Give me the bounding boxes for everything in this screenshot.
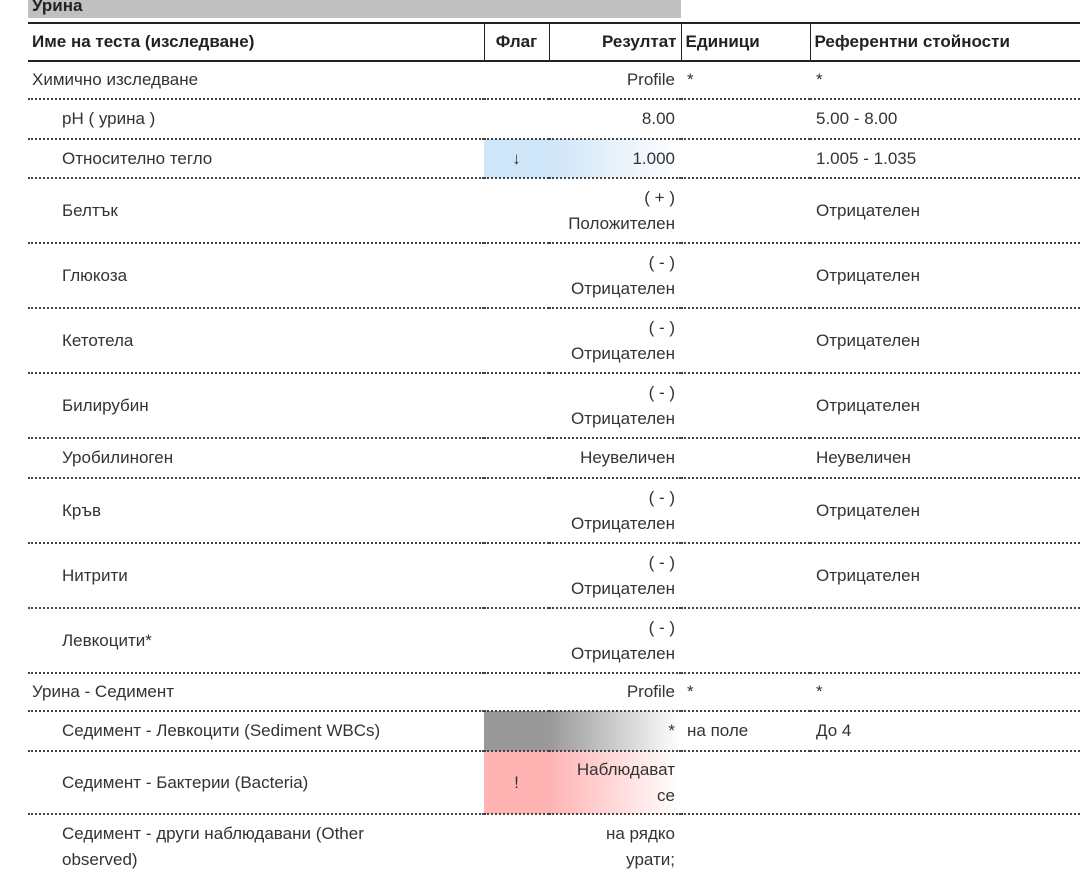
reference-range: Отрицателен xyxy=(810,373,1080,439)
test-name: Левкоцити* xyxy=(28,608,484,674)
reference-range: До 4 xyxy=(810,711,1080,752)
reference-range: Отрицателен xyxy=(810,243,1080,309)
table-header: Име на теста (изследване) Флаг Резултат … xyxy=(28,22,1080,62)
result-value: Наблюдават се xyxy=(549,751,681,815)
col-result: Резултат xyxy=(548,22,682,62)
flag-cell xyxy=(484,373,549,439)
test-name: pH ( урина ) xyxy=(28,99,484,140)
test-name: Кетотела xyxy=(28,308,484,374)
result-value: ( - ) Отрицателен xyxy=(549,373,681,439)
reference-range xyxy=(810,608,1080,674)
flag-cell xyxy=(484,478,549,544)
test-name: Химично изследване xyxy=(28,61,484,100)
section-title: Урина xyxy=(28,0,681,18)
units-value: * xyxy=(681,61,810,100)
group-row: Химично изследване Profile * * xyxy=(28,61,1080,100)
flag-cell: ! xyxy=(484,751,549,815)
reference-range: Отрицателен xyxy=(810,308,1080,374)
test-name: Белтък xyxy=(28,178,484,244)
units-value xyxy=(681,139,810,179)
units-value: на поле xyxy=(681,711,810,752)
reference-range: Неувеличен xyxy=(810,438,1080,479)
table-row: Уробилиноген Неувеличен Неувеличен xyxy=(28,438,1080,479)
flag-cell xyxy=(484,99,549,140)
flag-cell xyxy=(484,608,549,674)
reference-range xyxy=(810,814,1080,878)
flag-cell xyxy=(484,711,549,752)
flag-cell xyxy=(484,308,549,374)
flag-cell xyxy=(484,438,549,479)
group-row: Урина - Седимент Profile * * xyxy=(28,673,1080,712)
col-flag: Флаг xyxy=(483,22,550,62)
test-name: Седимент - Бактерии (Bacteria) xyxy=(28,751,484,815)
units-value xyxy=(681,608,810,674)
table-row: Нитрити ( - ) Отрицателен Отрицателен xyxy=(28,543,1080,609)
reference-range: Отрицателен xyxy=(810,543,1080,609)
flag-cell: ↓ xyxy=(484,139,549,179)
units-value xyxy=(681,438,810,479)
table-row: Относително тегло ↓ 1.000 1.005 - 1.035 xyxy=(28,139,1080,179)
test-name: Уробилиноген xyxy=(28,438,484,479)
result-value: на рядко урати; xyxy=(605,823,675,869)
table-row: Белтък ( + ) Положителен Отрицателен xyxy=(28,178,1080,244)
test-name: Глюкоза xyxy=(28,243,484,309)
flag-cell xyxy=(484,543,549,609)
reference-range: 5.00 - 8.00 xyxy=(810,99,1080,140)
result-value: ( - ) Отрицателен xyxy=(549,478,681,544)
units-value: * xyxy=(681,673,810,712)
flag-cell xyxy=(484,814,549,878)
table-row: Седимент - Левкоцити (Sediment WBCs) * на … xyxy=(28,711,1080,752)
reference-range: * xyxy=(810,61,1080,100)
reference-range: Отрицателен xyxy=(810,178,1080,244)
test-name: Относително тегло xyxy=(28,139,484,179)
test-name: Урина - Седимент xyxy=(28,673,484,712)
result-value: Неувеличен xyxy=(549,438,681,479)
reference-range: * xyxy=(810,673,1080,712)
result-value: 1.000 xyxy=(549,139,681,179)
table-row: Седимент - Бактерии (Bacteria)! Наблюдава… xyxy=(28,751,1080,815)
table-row: Кръв ( - ) Отрицателен Отрицателен xyxy=(28,478,1080,544)
test-name: Седимент - други наблюдавани (Other obse… xyxy=(62,823,364,869)
reference-range xyxy=(810,751,1080,815)
result-value: ( - ) Отрицателен xyxy=(549,608,681,674)
flag-cell xyxy=(484,178,549,244)
units-value xyxy=(681,178,810,244)
flag-cell xyxy=(484,61,549,100)
col-ref: Референтни стойности xyxy=(809,22,1080,62)
units-value xyxy=(681,478,810,544)
test-name: Билирубин xyxy=(28,373,484,439)
reference-range: Отрицателен xyxy=(810,478,1080,544)
units-value xyxy=(681,308,810,374)
col-units: Единици xyxy=(681,22,810,62)
flag-cell xyxy=(484,243,549,309)
result-value: 8.00 xyxy=(549,99,681,140)
test-name: Седимент - Левкоцити (Sediment WBCs) xyxy=(28,711,484,752)
units-value xyxy=(681,99,810,140)
units-value xyxy=(681,243,810,309)
units-value xyxy=(681,543,810,609)
result-value: ( + ) Положителен xyxy=(549,178,681,244)
flag-cell xyxy=(484,673,549,712)
table-row: pH ( урина ) 8.00 5.00 - 8.00 xyxy=(28,99,1080,140)
result-value: * xyxy=(549,711,681,752)
table-row: Билирубин ( - ) Отрицателен Отрицателен xyxy=(28,373,1080,439)
test-name: Кръв xyxy=(28,478,484,544)
table-row: Кетотела ( - ) Отрицателен Отрицателен xyxy=(28,308,1080,374)
units-value xyxy=(681,751,810,815)
test-name: Нитрити xyxy=(28,543,484,609)
units-value xyxy=(681,814,810,878)
table-row: Левкоцити* ( - ) Отрицателен xyxy=(28,608,1080,674)
result-value: Profile xyxy=(549,61,681,100)
result-value: ( - ) Отрицателен xyxy=(549,243,681,309)
col-name: Име на теста (изследване) xyxy=(28,22,484,62)
table-row: Глюкоза ( - ) Отрицателен Отрицателен xyxy=(28,243,1080,309)
results-table: Име на теста (изследване) Флаг Резултат … xyxy=(28,22,1080,878)
result-value: ( - ) Отрицателен xyxy=(549,308,681,374)
table-row: Седимент - други наблюдавани (Other obse… xyxy=(28,814,1080,878)
reference-range: 1.005 - 1.035 xyxy=(810,139,1080,179)
result-value: ( - ) Отрицателен xyxy=(549,543,681,609)
result-value: Profile xyxy=(549,673,681,712)
units-value xyxy=(681,373,810,439)
